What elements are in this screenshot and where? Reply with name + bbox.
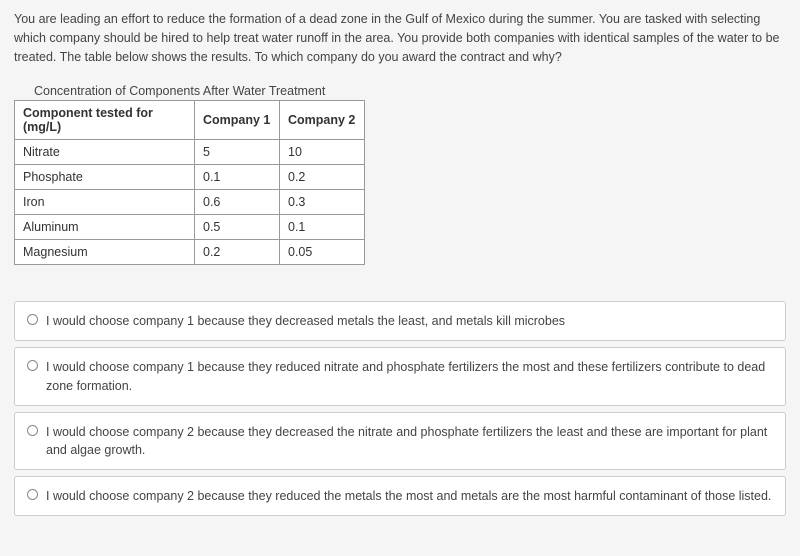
answer-options: I would choose company 1 because they de… <box>14 301 786 516</box>
col-header-company2: Company 2 <box>280 101 365 140</box>
cell-component: Aluminum <box>15 215 195 240</box>
radio-icon <box>27 425 38 436</box>
question-container: You are leading an effort to reduce the … <box>0 0 800 526</box>
cell-company2: 0.05 <box>280 240 365 265</box>
option-4[interactable]: I would choose company 2 because they re… <box>14 476 786 516</box>
cell-company1: 5 <box>195 140 280 165</box>
table-row: Phosphate 0.1 0.2 <box>15 165 365 190</box>
table-row: Aluminum 0.5 0.1 <box>15 215 365 240</box>
cell-company1: 0.1 <box>195 165 280 190</box>
cell-company2: 0.3 <box>280 190 365 215</box>
cell-company1: 0.2 <box>195 240 280 265</box>
table-row: Iron 0.6 0.3 <box>15 190 365 215</box>
option-2[interactable]: I would choose company 1 because they re… <box>14 347 786 405</box>
option-3[interactable]: I would choose company 2 because they de… <box>14 412 786 470</box>
col-header-company1: Company 1 <box>195 101 280 140</box>
radio-icon <box>27 360 38 371</box>
cell-company2: 0.1 <box>280 215 365 240</box>
cell-company2: 10 <box>280 140 365 165</box>
cell-company1: 0.5 <box>195 215 280 240</box>
option-text: I would choose company 1 because they de… <box>46 312 565 330</box>
option-text: I would choose company 2 because they re… <box>46 487 771 505</box>
cell-company2: 0.2 <box>280 165 365 190</box>
option-text: I would choose company 1 because they re… <box>46 358 773 394</box>
cell-company1: 0.6 <box>195 190 280 215</box>
radio-icon <box>27 489 38 500</box>
col-header-component: Component tested for (mg/L) <box>15 101 195 140</box>
cell-component: Magnesium <box>15 240 195 265</box>
cell-component: Iron <box>15 190 195 215</box>
cell-component: Nitrate <box>15 140 195 165</box>
question-prompt: You are leading an effort to reduce the … <box>14 10 786 66</box>
table-row: Magnesium 0.2 0.05 <box>15 240 365 265</box>
concentration-table: Component tested for (mg/L) Company 1 Co… <box>14 100 365 265</box>
cell-component: Phosphate <box>15 165 195 190</box>
table-caption: Concentration of Components After Water … <box>34 84 786 98</box>
option-text: I would choose company 2 because they de… <box>46 423 773 459</box>
table-header-row: Component tested for (mg/L) Company 1 Co… <box>15 101 365 140</box>
radio-icon <box>27 314 38 325</box>
option-1[interactable]: I would choose company 1 because they de… <box>14 301 786 341</box>
table-row: Nitrate 5 10 <box>15 140 365 165</box>
